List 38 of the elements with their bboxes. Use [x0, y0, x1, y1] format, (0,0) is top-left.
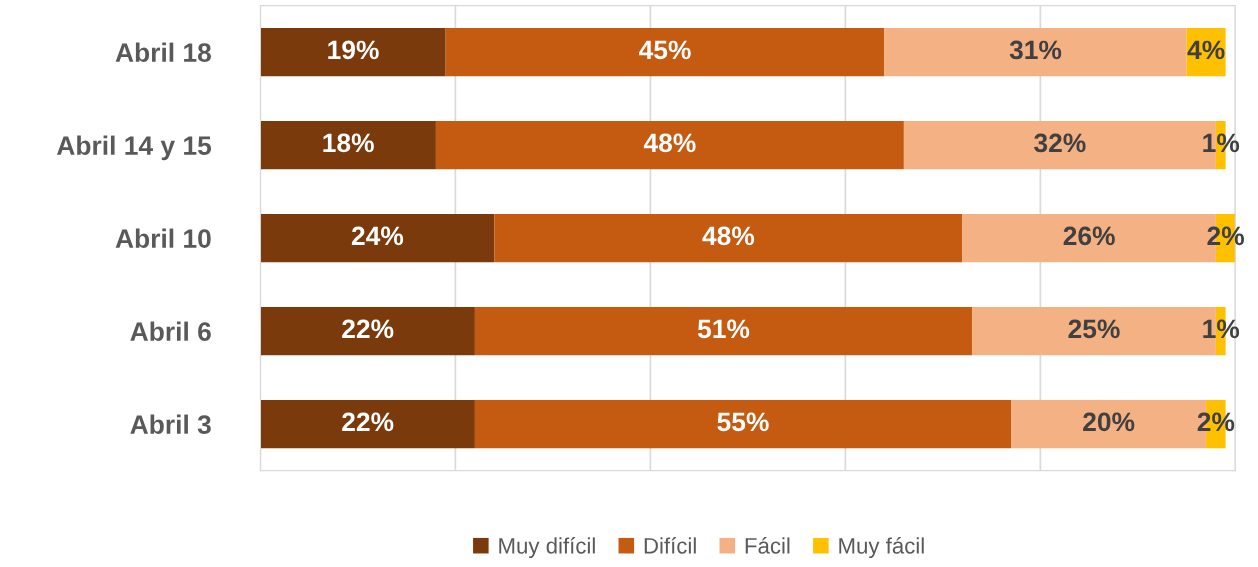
data-label: 22% [342, 412, 394, 432]
y-tick-label: Abril 18 [115, 42, 211, 62]
data-label: 4% [1187, 40, 1225, 60]
data-label: 55% [717, 412, 769, 432]
data-label: 26% [1063, 226, 1115, 246]
data-label: 1% [1203, 319, 1240, 339]
bar [260, 399, 475, 449]
data-label: 19% [328, 40, 379, 60]
y-tick-label: Abril 14 y 15 [56, 135, 212, 161]
bar [474, 306, 973, 356]
data-label: 20% [1083, 412, 1135, 432]
data-label: 32% [1034, 133, 1086, 153]
data-label: 31% [1009, 40, 1062, 60]
bar [435, 120, 904, 170]
bar [260, 27, 446, 77]
data-label: 48% [702, 226, 755, 246]
data-label: 1% [1203, 133, 1240, 153]
data-label: 22% [342, 319, 394, 339]
bar [260, 120, 436, 170]
data-label: 18% [323, 133, 374, 153]
data-label: 25% [1068, 319, 1120, 339]
bar [474, 399, 1012, 449]
bar [260, 213, 495, 263]
y-tick-label: Abril 10 [115, 228, 211, 248]
data-label: 45% [639, 40, 691, 60]
legend-label: Muy fácil [839, 537, 924, 559]
bar [445, 27, 885, 77]
legend-label: Difícil [644, 537, 696, 554]
legend-label: Muy difícil [499, 537, 595, 559]
bar [884, 27, 1187, 77]
data-label: 51% [697, 319, 750, 339]
legend-label: Fácil [745, 537, 790, 554]
y-tick-label: Abril 3 [130, 414, 211, 434]
data-label: 48% [643, 133, 696, 153]
y-tick-label: Abril 6 [130, 321, 211, 341]
bar [494, 213, 963, 263]
data-label: 24% [351, 226, 404, 246]
bar [260, 306, 475, 356]
